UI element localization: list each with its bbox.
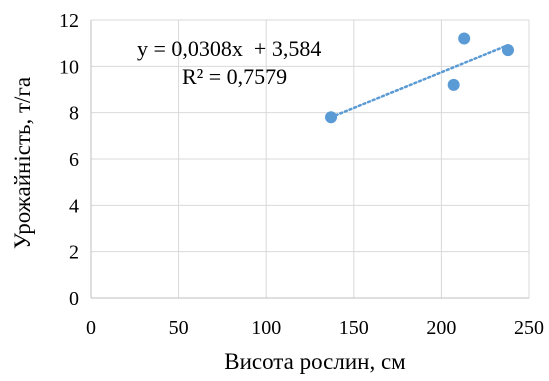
y-tick-labels: 0 2 4 6 8 10 12 bbox=[59, 10, 79, 310]
data-point bbox=[325, 111, 338, 124]
y-tick-label: 2 bbox=[69, 242, 79, 264]
trendline-equation: y = 0,0308x + 3,584 bbox=[137, 36, 321, 61]
x-tick-labels: 0 50 100 150 200 250 bbox=[86, 317, 544, 339]
trendline-r2: R² = 0,7579 bbox=[182, 64, 287, 89]
x-tick-label: 250 bbox=[514, 317, 544, 339]
x-tick-label: 200 bbox=[426, 317, 456, 339]
trendline-group bbox=[329, 43, 510, 119]
y-tick-label: 0 bbox=[69, 288, 79, 310]
x-tick-label: 0 bbox=[86, 317, 96, 339]
data-point bbox=[501, 44, 514, 57]
x-tick-label: 100 bbox=[251, 317, 281, 339]
x-tick-label: 150 bbox=[339, 317, 369, 339]
data-points bbox=[325, 32, 514, 124]
axes bbox=[90, 20, 529, 299]
grid-lines bbox=[91, 19, 530, 298]
data-point bbox=[447, 78, 460, 91]
y-tick-label: 10 bbox=[59, 56, 79, 78]
y-tick-label: 6 bbox=[69, 149, 79, 171]
y-axis-title: Урожайність, т/га bbox=[10, 77, 35, 249]
trendline bbox=[329, 43, 510, 119]
x-axis-title: Висота рослин, см bbox=[224, 349, 406, 374]
y-tick-label: 12 bbox=[59, 10, 79, 32]
x-tick-label: 50 bbox=[169, 317, 189, 339]
data-point bbox=[458, 32, 471, 45]
y-tick-label: 8 bbox=[69, 103, 79, 125]
y-tick-label: 4 bbox=[69, 195, 79, 217]
